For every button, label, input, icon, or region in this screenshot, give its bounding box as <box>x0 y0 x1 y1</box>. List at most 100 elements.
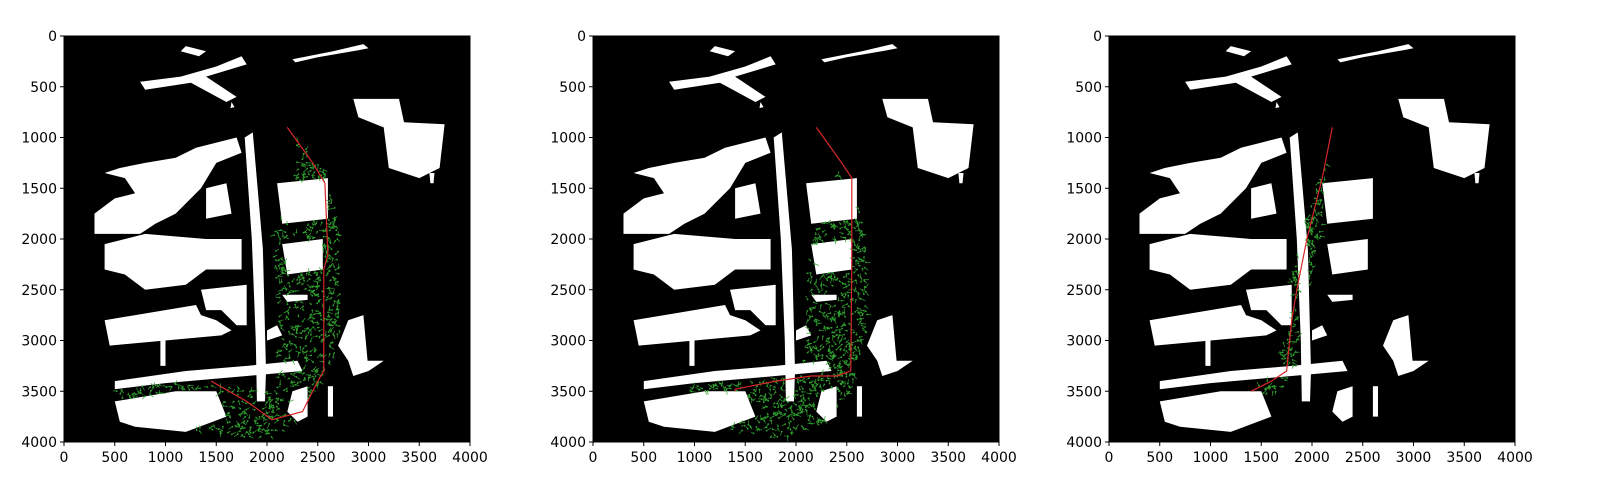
obstacle-13 <box>1327 239 1368 275</box>
tree-node <box>860 318 862 321</box>
tree-node <box>1289 349 1292 352</box>
tree-node <box>250 395 253 398</box>
tree-node <box>1314 197 1316 200</box>
tree-node <box>270 429 273 431</box>
obstacle-21 <box>643 391 756 432</box>
tree-node <box>288 357 291 360</box>
tree-node <box>864 326 866 328</box>
tree-node <box>812 301 815 304</box>
tree-node <box>783 399 786 402</box>
tree-node <box>198 430 201 433</box>
obstacle-15 <box>104 305 232 346</box>
tree-node <box>213 425 216 427</box>
tree-node <box>297 168 300 171</box>
tree-node <box>1294 280 1297 283</box>
tree-node <box>285 348 288 351</box>
tree-node <box>242 390 245 392</box>
tree-node <box>303 367 306 369</box>
x-tick-label: 1000 <box>1193 450 1229 466</box>
tree-node <box>767 415 769 418</box>
tree-node <box>784 423 787 425</box>
tree-node <box>318 285 320 287</box>
tree-node <box>329 279 332 282</box>
tree-node <box>276 419 279 422</box>
tree-node <box>1292 273 1294 276</box>
tree-node <box>814 382 816 384</box>
tree-node <box>828 382 831 385</box>
tree-node <box>772 413 775 416</box>
tree-node <box>336 307 339 310</box>
tree-node <box>832 226 835 228</box>
tree-node <box>839 348 842 351</box>
tree-node <box>828 327 830 330</box>
tree-node <box>338 302 341 305</box>
tree-node <box>319 167 322 170</box>
tree-node <box>769 397 772 400</box>
tree-node <box>739 383 741 385</box>
tree-node <box>309 329 312 331</box>
tree-node <box>152 385 155 388</box>
tree-node <box>303 357 306 359</box>
tree-node <box>275 405 278 408</box>
tree-node <box>1290 353 1293 356</box>
tree-node <box>320 318 322 321</box>
tree-node <box>266 412 269 415</box>
tree-node <box>814 236 817 239</box>
tree-node <box>305 287 307 290</box>
obstacle-23 <box>856 386 862 417</box>
tree-node <box>735 389 738 392</box>
tree-node <box>308 173 310 176</box>
tree-node <box>691 387 694 390</box>
tree-node <box>258 427 261 429</box>
tree-node <box>275 277 278 279</box>
tree-node <box>806 298 809 301</box>
tree-node <box>1284 379 1287 381</box>
tree-node <box>798 405 801 407</box>
tree-node <box>293 329 295 331</box>
tree-node <box>1292 353 1295 356</box>
tree-node <box>276 386 279 389</box>
y-tick-label: 2500 <box>21 283 57 299</box>
tree-node <box>271 417 274 420</box>
tree-node <box>149 393 152 396</box>
obstacle-21 <box>114 391 227 432</box>
tree-node <box>262 407 264 410</box>
tree-node <box>1318 237 1321 239</box>
tree-node <box>858 229 861 232</box>
tree-node <box>852 357 855 360</box>
tree-node <box>843 333 845 336</box>
tree-node <box>864 272 867 274</box>
tree-node <box>1291 280 1293 283</box>
tree-node <box>830 275 833 278</box>
x-tick-label: 1500 <box>1243 450 1279 466</box>
tree-node <box>728 385 731 388</box>
tree-node <box>227 431 229 434</box>
tree-node <box>857 292 860 295</box>
tree-node <box>741 429 743 432</box>
tree-node <box>1319 178 1322 181</box>
tree-node <box>1314 225 1317 228</box>
tree-node <box>803 380 805 383</box>
tree-node <box>279 238 282 240</box>
tree-node <box>1312 266 1314 268</box>
planned-path <box>734 127 853 392</box>
tree-node <box>800 411 803 414</box>
tree-node <box>311 226 314 229</box>
tree-node <box>1288 361 1291 364</box>
tree-node <box>773 378 776 380</box>
tree-node <box>830 385 833 388</box>
tree-node <box>834 239 836 242</box>
tree-node <box>334 240 337 242</box>
tree-node <box>792 426 795 429</box>
tree-node <box>137 391 140 393</box>
tree-node <box>860 340 862 343</box>
tree-node <box>333 207 336 209</box>
tree-node <box>302 152 305 155</box>
obstacle-23 <box>1372 386 1378 417</box>
tree-node <box>1313 216 1316 219</box>
tree-node <box>131 393 134 396</box>
y-tick-label: 4000 <box>21 435 57 451</box>
tree-node <box>808 307 811 310</box>
tree-node <box>839 331 841 333</box>
